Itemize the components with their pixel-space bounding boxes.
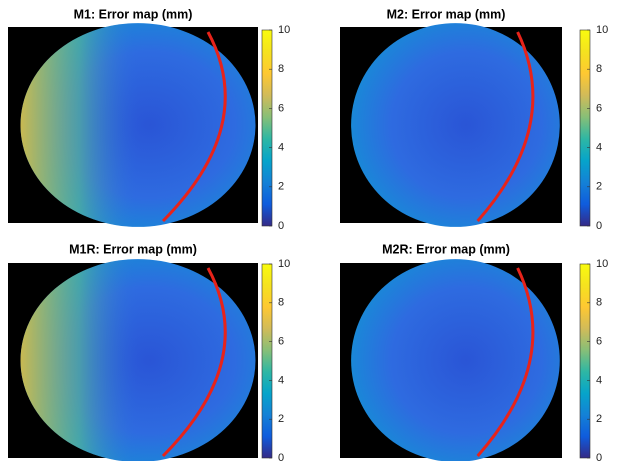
colorbar-tick-label: 10: [278, 24, 290, 36]
colorbar-tick-label: 10: [278, 258, 290, 270]
colorbar-tick-label: 2: [278, 181, 284, 193]
colorbar-tick-label: 6: [278, 336, 284, 348]
colorbar: [262, 264, 272, 458]
colorbar: [580, 30, 590, 226]
colorbar-tick-label: 6: [596, 102, 602, 114]
colorbar-tick-label: 0: [278, 452, 284, 461]
colorbar-tick-label: 4: [596, 142, 602, 154]
chart-title: M2: Error map (mm): [387, 7, 506, 21]
chart-title: M1: Error map (mm): [74, 7, 193, 21]
page: M1: Error map (mm) 0 2 4 6 8 10 M2: Error map (…: [0, 0, 621, 461]
colorbar-tick-label: 8: [278, 63, 284, 75]
colorbar-tick-label: 0: [278, 220, 284, 232]
colorbar-tick-label: 8: [596, 297, 602, 309]
colorbar-tick-label: 2: [596, 181, 602, 193]
colorbar-tick-label: 0: [596, 220, 602, 232]
colorbar-tick-label: 8: [596, 63, 602, 75]
colorbar-tick-label: 4: [596, 374, 602, 386]
colorbar-tick-label: 8: [278, 297, 284, 309]
colorbar-tick-label: 10: [596, 24, 608, 36]
figure: M1: Error map (mm) 0 2 4 6 8 10 M2: Error map (…: [0, 0, 621, 461]
colorbar-tick-label: 4: [278, 142, 284, 154]
colorbar-tick-label: 2: [278, 413, 284, 425]
colorbar-tick-label: 4: [278, 374, 284, 386]
colorbar-tick-label: 6: [596, 336, 602, 348]
chart-title: M1R: Error map (mm): [69, 242, 197, 256]
error-map-high: [21, 259, 256, 461]
error-map: [351, 259, 560, 461]
colorbar-tick-label: 6: [278, 102, 284, 114]
chart-title: M2R: Error map (mm): [382, 242, 510, 256]
colorbar-tick-label: 0: [596, 452, 602, 461]
colorbar-tick-label: 2: [596, 413, 602, 425]
colorbar-tick-label: 10: [596, 258, 608, 270]
error-map-high: [21, 23, 256, 227]
colorbar: [262, 30, 272, 226]
colorbar: [580, 264, 590, 458]
